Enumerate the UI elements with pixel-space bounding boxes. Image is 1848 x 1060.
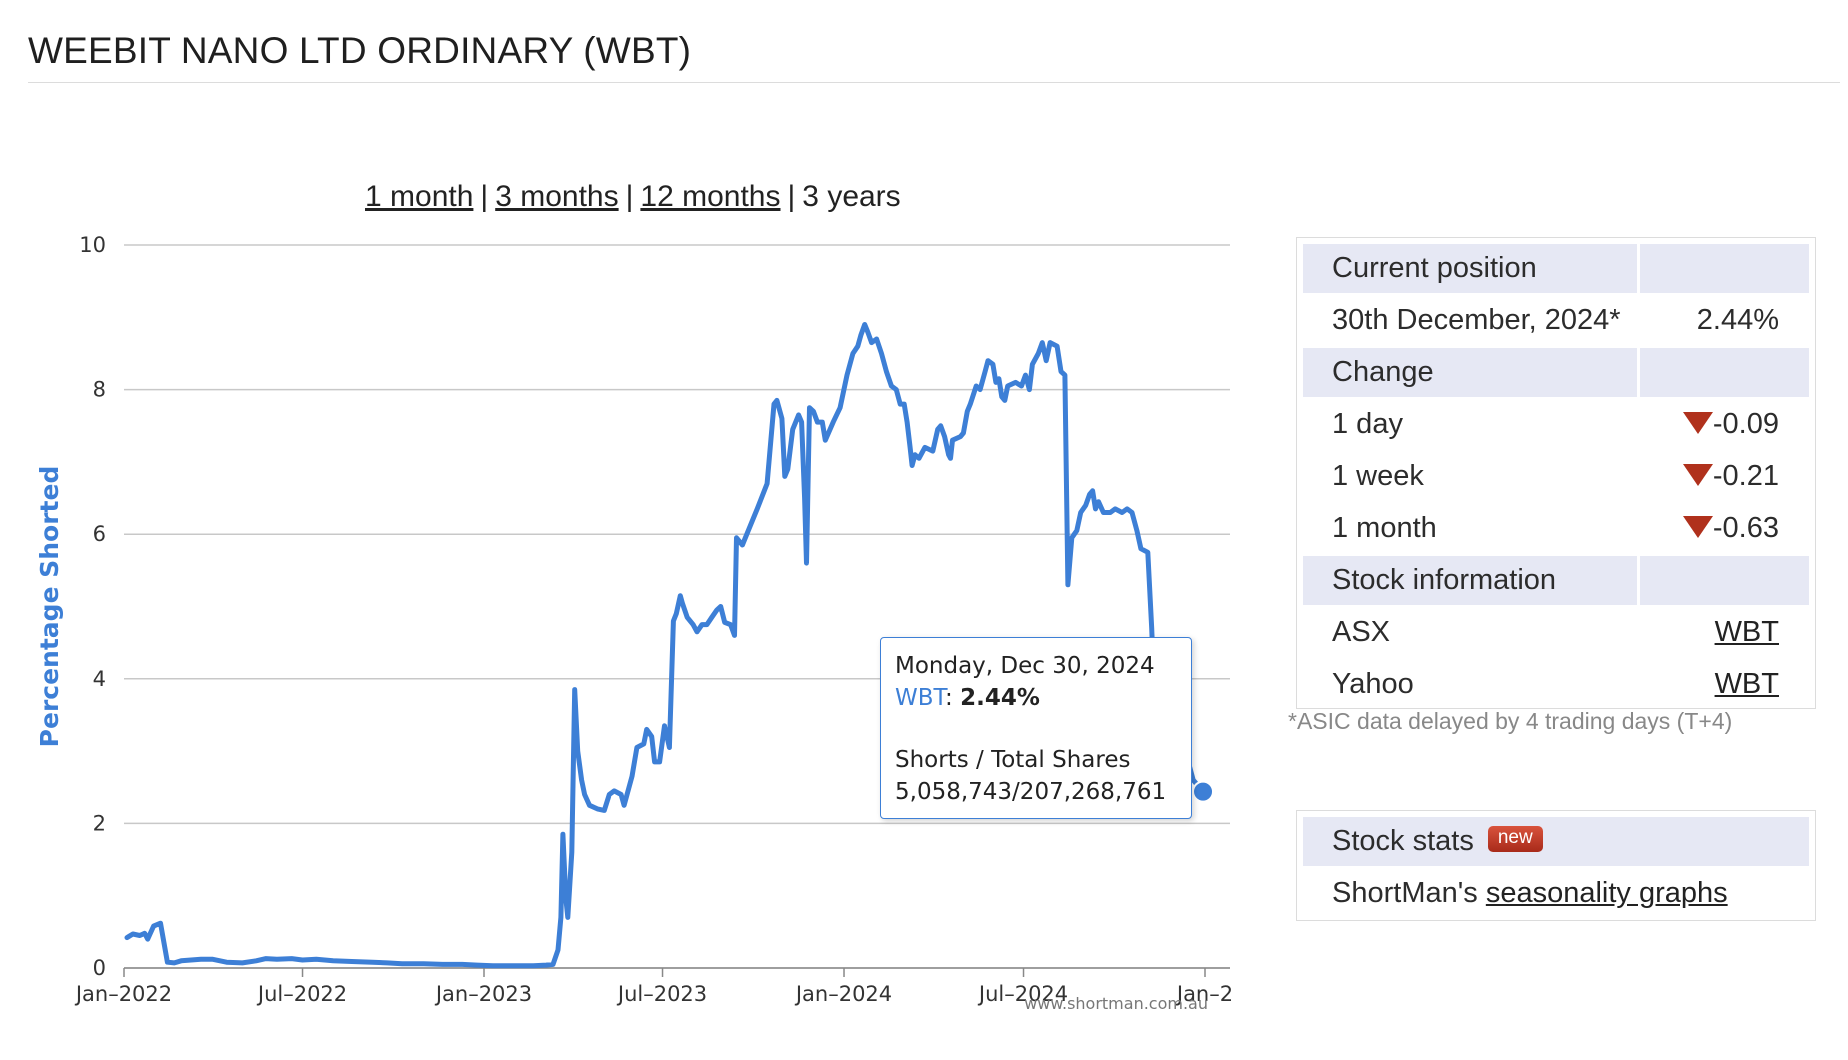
stock-stats-heading: Stock stats new (1303, 817, 1809, 866)
asx-link[interactable]: WBT (1714, 616, 1779, 648)
range-selector: 1 month | 3 months | 12 months | 3 years (365, 180, 901, 214)
range-3-months[interactable]: 3 months (495, 180, 619, 213)
series-line-wbt (124, 322, 1206, 969)
change-heading-row: Change (1303, 348, 1809, 397)
range-separator: | (625, 180, 634, 213)
y-tick-label: 2 (93, 811, 106, 835)
chart-credit: www.shortman.com.au (1024, 994, 1208, 1013)
change-value: -0.63 (1640, 504, 1809, 553)
hover-point-marker (1192, 780, 1215, 803)
current-position-row: 30th December, 2024* 2.44% (1303, 296, 1809, 345)
x-tick-label: Jul–2024 (977, 982, 1068, 1006)
tooltip-value: 2.44% (960, 685, 1040, 711)
asx-label: ASX (1332, 616, 1391, 648)
current-position-date: 30th December, 2024* (1332, 304, 1621, 336)
change-value: -0.21 (1640, 452, 1809, 501)
range-12-months[interactable]: 12 months (640, 180, 781, 213)
yahoo-label: Yahoo (1332, 668, 1414, 700)
tooltip-shorts-label: Shorts / Total Shares (895, 747, 1131, 773)
change-heading: Change (1303, 348, 1637, 397)
change-label: 1 week (1332, 460, 1424, 492)
stock-stats-panel: Stock stats new ShortMan's seasonality gr… (1296, 810, 1816, 921)
tooltip-value-row: WBT: 2.44% (895, 685, 1040, 711)
change-row-1-day: 1 day -0.09 (1303, 400, 1809, 449)
y-tick-label: 8 (93, 378, 106, 402)
x-tick-label: Jan–2 (1175, 982, 1233, 1006)
asic-delay-note: *ASIC data delayed by 4 trading days (T+… (1288, 708, 1733, 734)
range-3-years-active: 3 years (802, 180, 901, 213)
x-tick-label: Jul–2022 (256, 982, 347, 1006)
range-1-month[interactable]: 1 month (365, 180, 474, 213)
chart-tooltip: Monday, Dec 30, 2024 WBT: 2.44% Shorts /… (880, 637, 1192, 819)
seasonality-graphs-link[interactable]: seasonality graphs (1485, 877, 1728, 909)
title-divider (28, 82, 1840, 83)
down-arrow-icon (1682, 412, 1713, 435)
tooltip-date: Monday, Dec 30, 2024 (895, 653, 1155, 679)
x-tick-label: Jan–2023 (434, 982, 532, 1006)
y-axis-label: Percentage Shorted (35, 466, 64, 748)
range-separator: | (480, 180, 489, 213)
range-separator: | (787, 180, 796, 213)
y-tick-label: 4 (93, 667, 106, 691)
yahoo-row: Yahoo WBT (1303, 660, 1809, 709)
seasonality-row: ShortMan's seasonality graphs (1303, 869, 1809, 918)
current-position-value: 2.44% (1696, 304, 1779, 336)
seasonality-prefix: ShortMan's (1332, 877, 1478, 909)
y-tick-label: 10 (79, 233, 106, 257)
stock-info-heading: Stock information (1303, 556, 1637, 605)
stock-stats-heading-row: Stock stats new (1303, 817, 1809, 866)
change-row-1-week: 1 week -0.21 (1303, 452, 1809, 501)
page-title: WEEBIT NANO LTD ORDINARY (WBT) (28, 30, 692, 71)
down-arrow-icon (1682, 464, 1713, 487)
x-tick-label: Jul–2023 (616, 982, 707, 1006)
change-value: -0.09 (1640, 400, 1809, 449)
current-position-heading: Current position (1303, 244, 1637, 293)
y-tick-label: 0 (93, 956, 106, 980)
position-panel: Current position 30th December, 2024* 2.… (1296, 237, 1816, 709)
current-position-heading-row: Current position (1303, 244, 1809, 293)
x-tick-label: Jan–2022 (74, 982, 172, 1006)
asx-row: ASX WBT (1303, 608, 1809, 657)
y-tick-label: 6 (93, 522, 106, 546)
tooltip-shorts-value: 5,058,743/207,268,761 (895, 779, 1167, 805)
x-tick-label: Jan–2024 (794, 982, 892, 1006)
stock-info-heading-row: Stock information (1303, 556, 1809, 605)
change-label: 1 day (1332, 408, 1403, 440)
down-arrow-icon (1682, 516, 1713, 539)
change-label: 1 month (1332, 512, 1437, 544)
new-badge: new (1487, 826, 1543, 853)
yahoo-link[interactable]: WBT (1714, 668, 1779, 700)
change-row-1-month: 1 month -0.63 (1303, 504, 1809, 553)
tooltip-series-name: WBT (895, 685, 946, 711)
